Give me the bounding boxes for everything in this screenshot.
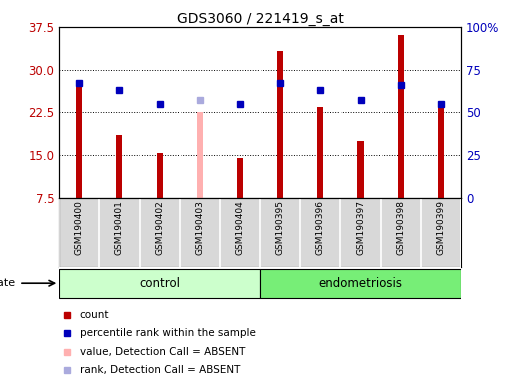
Bar (398, 35, 404, 198)
Text: count: count (80, 310, 109, 320)
Text: GSM190396: GSM190396 (316, 200, 325, 255)
Bar (260, 268, 461, 298)
Bar (357, 141, 364, 198)
Text: GSM190399: GSM190399 (436, 200, 445, 255)
Text: GSM190404: GSM190404 (235, 200, 245, 255)
Text: disease state: disease state (0, 278, 15, 288)
Title: GDS3060 / 221419_s_at: GDS3060 / 221419_s_at (177, 12, 344, 26)
Bar (76, 84, 82, 198)
Text: GSM190397: GSM190397 (356, 200, 365, 255)
Text: GSM190402: GSM190402 (155, 200, 164, 255)
Bar (157, 153, 163, 198)
Bar (438, 107, 444, 198)
Bar (317, 107, 323, 198)
Bar (277, 51, 283, 198)
Text: rank, Detection Call = ABSENT: rank, Detection Call = ABSENT (80, 366, 240, 376)
Text: control: control (139, 277, 180, 290)
Text: GSM190395: GSM190395 (276, 200, 285, 255)
Text: GSM190401: GSM190401 (115, 200, 124, 255)
Text: value, Detection Call = ABSENT: value, Detection Call = ABSENT (80, 347, 245, 357)
Text: endometriosis: endometriosis (318, 277, 403, 290)
Bar (116, 135, 123, 198)
Bar (59, 268, 260, 298)
Bar (237, 158, 243, 198)
Text: GSM190400: GSM190400 (75, 200, 84, 255)
Bar (197, 112, 203, 198)
Text: GSM190398: GSM190398 (396, 200, 405, 255)
Text: percentile rank within the sample: percentile rank within the sample (80, 328, 256, 338)
Text: GSM190403: GSM190403 (195, 200, 204, 255)
